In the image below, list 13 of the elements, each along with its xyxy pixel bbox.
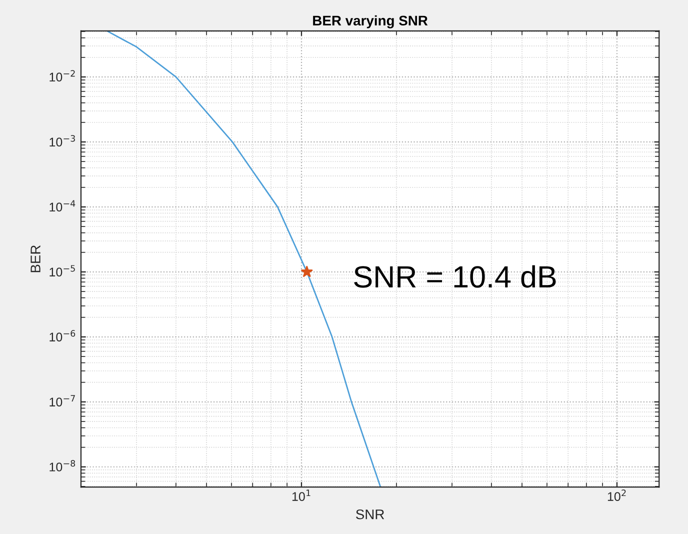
y-tick-label: 10$^{−3}$: [50, 135, 75, 146]
y-tick-label: 10$^{−8}$: [50, 460, 76, 472]
y-tick-label: 10$^{−4}$: [50, 200, 76, 212]
x-axis-title: SNR: [356, 509, 384, 520]
y-tick-label: 10$^{−7}$: [50, 395, 75, 406]
y-tick-label: 10$^{−2}$: [50, 70, 75, 82]
annotation: SNR = 10.4 dB: [354, 265, 556, 288]
x-tick-label: 10$^{2}$: [608, 490, 626, 501]
y-tick-label: 10$^{−6}$: [50, 330, 76, 342]
y-axis-title: BER: [30, 245, 40, 272]
x-tick-label: 10$^{1}$: [292, 490, 310, 501]
chart-title: BER varying SNR: [313, 15, 428, 28]
y-tick-label: 10$^{−5}$: [50, 265, 75, 276]
